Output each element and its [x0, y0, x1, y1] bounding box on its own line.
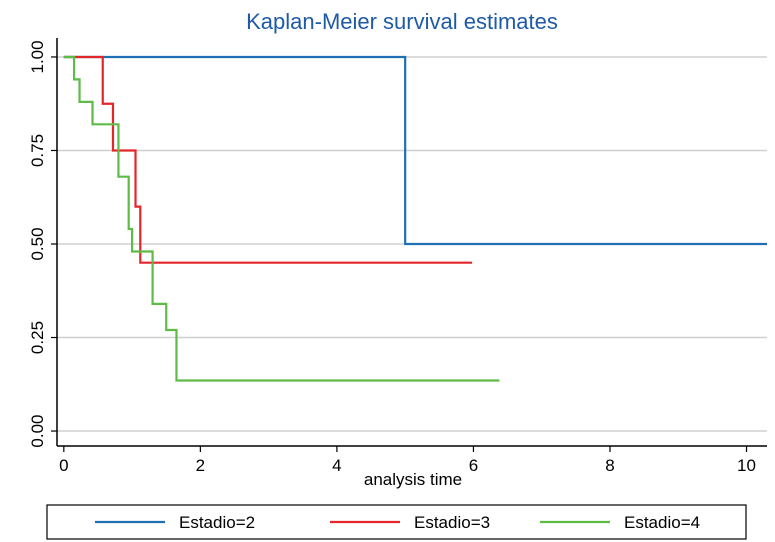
legend-label: Estadio=4: [624, 513, 700, 532]
legend-label: Estadio=2: [179, 513, 255, 532]
series-line-estadio-3: [63, 55, 473, 264]
axes: 0.00 0.25 0.50 0.75 1.00 0 2 4 6 8 10: [28, 38, 767, 475]
x-tick-label: 10: [737, 456, 756, 475]
legend: Estadio=2 Estadio=3 Estadio=4: [46, 504, 747, 540]
y-tick-label: 0.75: [28, 134, 47, 167]
legend-label: Estadio=3: [414, 513, 490, 532]
y-tick-label: 0.50: [28, 227, 47, 260]
x-tick-label: 4: [332, 456, 341, 475]
series-layer: [63, 55, 767, 382]
x-tick-label: 8: [605, 456, 614, 475]
x-tick-label: 2: [196, 456, 205, 475]
series-line-estadio-4: [63, 55, 500, 382]
y-tick-label: 0.00: [28, 414, 47, 447]
y-tick-label: 0.25: [28, 321, 47, 354]
x-tick-label: 6: [469, 456, 478, 475]
series-line-estadio-2: [63, 55, 767, 246]
x-tick-label: 0: [59, 456, 68, 475]
y-tick-label: 1.00: [28, 40, 47, 73]
x-axis-label: analysis time: [364, 470, 462, 489]
chart-title: Kaplan-Meier survival estimates: [246, 9, 558, 34]
